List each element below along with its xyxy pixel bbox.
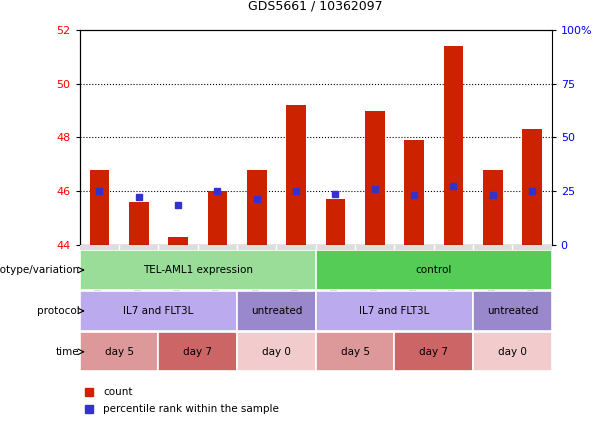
Bar [394,332,473,371]
Text: genotype/variation: genotype/variation [0,265,80,275]
Text: untreated: untreated [487,306,538,316]
Text: IL7 and FLT3L: IL7 and FLT3L [123,306,194,316]
Bar [286,105,306,245]
Bar [237,332,316,371]
Bar [316,332,394,371]
Bar [316,250,552,290]
Bar [80,291,237,330]
Bar [237,291,316,330]
Bar [473,332,552,371]
Text: control: control [416,265,452,275]
Text: day 5: day 5 [341,347,370,357]
Text: day 0: day 0 [498,347,527,357]
Text: percentile rank within the sample: percentile rank within the sample [103,404,279,414]
Text: count: count [103,387,133,397]
Bar [80,332,158,371]
Bar [365,110,384,245]
Bar [444,46,463,245]
Text: untreated: untreated [251,306,302,316]
Text: protocol: protocol [37,306,80,316]
Bar [326,200,345,245]
Text: day 7: day 7 [183,347,212,357]
Text: day 7: day 7 [419,347,448,357]
Bar [168,237,188,245]
Bar [522,129,542,245]
Bar [316,291,473,330]
Text: IL7 and FLT3L: IL7 and FLT3L [359,306,430,316]
Bar [473,291,552,330]
Text: day 0: day 0 [262,347,291,357]
Bar [158,332,237,371]
Bar [208,191,227,245]
Bar [483,170,503,245]
Text: TEL-AML1 expression: TEL-AML1 expression [143,265,253,275]
Text: day 5: day 5 [105,347,134,357]
Bar [89,170,109,245]
Bar [80,250,316,290]
Text: GDS5661 / 10362097: GDS5661 / 10362097 [248,0,383,13]
Text: time: time [56,347,80,357]
Bar [129,202,148,245]
Bar [247,170,267,245]
Bar [404,140,424,245]
